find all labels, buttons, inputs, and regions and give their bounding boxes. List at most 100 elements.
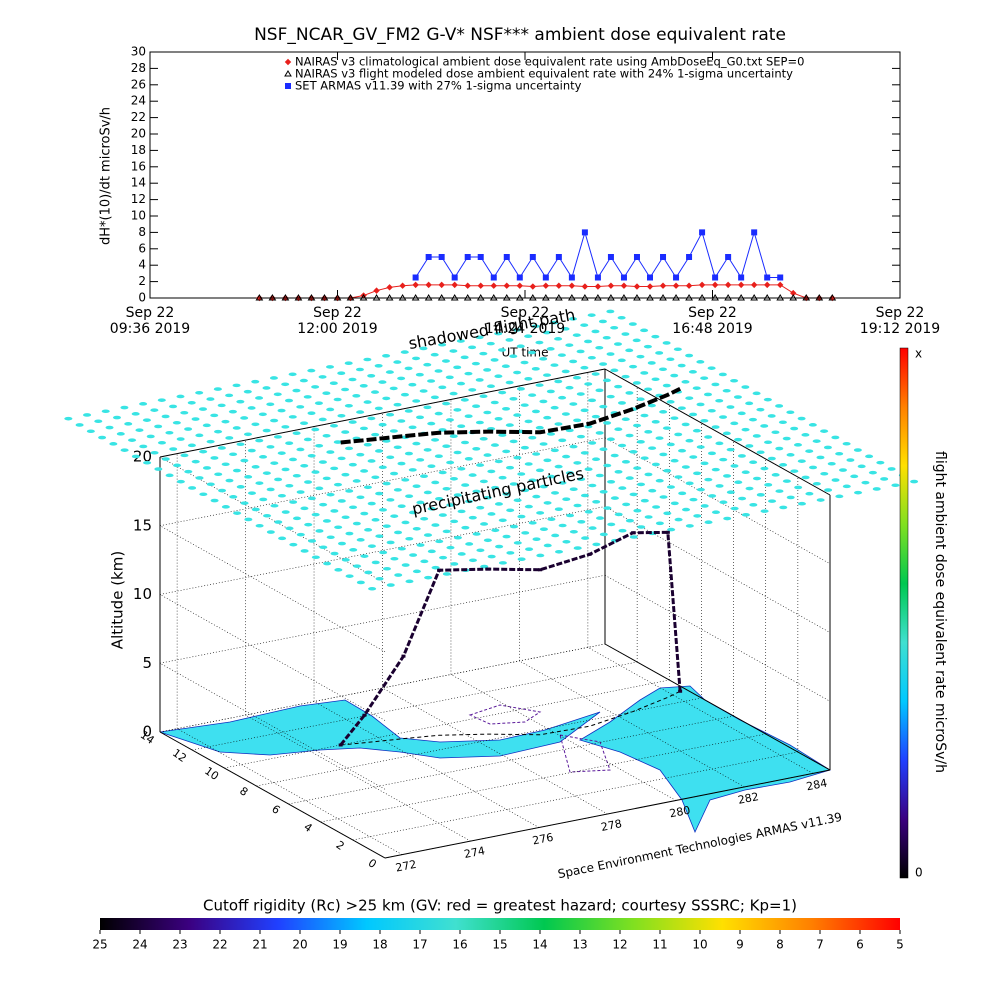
- rigidity-dot: [525, 547, 534, 551]
- rigidity-dot: [730, 506, 739, 511]
- data-point: [763, 294, 772, 301]
- rigidity-dot: [289, 542, 298, 547]
- rigidity-dot: [442, 529, 451, 534]
- rigidity-dot: [738, 496, 747, 501]
- rigidity-dot: [300, 549, 309, 553]
- rigidity-dot: [270, 418, 279, 423]
- rigidity-dot: [382, 396, 391, 401]
- rigidity-dot: [120, 405, 129, 410]
- rigidity-dot: [401, 563, 410, 567]
- rigidity-dot: [206, 482, 215, 487]
- data-point: [672, 294, 680, 301]
- rigidity-dot: [591, 372, 600, 376]
- rigidity-dot: [416, 500, 425, 505]
- rigidity-dot: [502, 449, 511, 454]
- rigidity-dot: [531, 409, 540, 414]
- data-point: [528, 294, 537, 301]
- rigidity-dot: [666, 442, 675, 447]
- rigidity-dot: [240, 501, 249, 505]
- flight-point: [587, 552, 592, 556]
- rigidity-dot: [464, 414, 473, 419]
- rigidity-dot: [296, 447, 305, 452]
- rigidity-dot: [805, 449, 814, 453]
- rigidity-dot: [431, 480, 440, 485]
- rigidity-dot: [457, 509, 466, 514]
- rigidity-dot: [431, 438, 440, 442]
- rigidity-dot: [150, 450, 159, 455]
- rigidity-dot: [715, 398, 724, 403]
- rigidity-dot: [435, 496, 444, 501]
- rigidity-dot: [628, 322, 637, 326]
- grid-line: [159, 506, 606, 595]
- y-tick-label: 24: [131, 94, 146, 108]
- rigidity-dot: [655, 351, 664, 355]
- rigidity-dot: [142, 418, 151, 422]
- rigidity-dot: [379, 550, 388, 555]
- rigidity-dot: [397, 419, 406, 423]
- rigidity-dot: [315, 486, 324, 491]
- data-point: [464, 254, 471, 260]
- rigidity-dot: [480, 522, 489, 526]
- data-point: [554, 294, 563, 301]
- rigidity-dot: [435, 539, 444, 544]
- rigidity-dot: [569, 402, 578, 406]
- rigidity-dot: [565, 343, 574, 347]
- rigidity-dot: [214, 429, 223, 434]
- data-point: [646, 283, 654, 290]
- rigidity-dot: [311, 385, 320, 389]
- rigidity-dot: [516, 387, 525, 391]
- data-point: [581, 229, 588, 236]
- rigidity-dot: [681, 380, 690, 384]
- rigidity-dot: [565, 385, 574, 390]
- colorbar-tick-label: 25: [92, 938, 107, 952]
- rigidity-dot: [423, 448, 432, 452]
- rigidity-dot: [483, 495, 492, 500]
- rigidity-dot: [404, 451, 413, 456]
- rigidity-dot: [599, 490, 608, 494]
- rigidity-dot: [528, 435, 537, 440]
- rigidity-dot: [318, 375, 327, 379]
- flight-point: [538, 568, 543, 572]
- rigidity-dot: [255, 523, 264, 528]
- rigidity-dot: [468, 388, 477, 392]
- legend-label: NAIRAS v3 climatological ambient dose eq…: [295, 55, 804, 69]
- grid-line: [159, 456, 386, 584]
- rigidity-dot: [487, 512, 496, 516]
- colorbar-title: Cutoff rigidity (Rc) >25 km (GV: red = g…: [203, 897, 797, 915]
- x-tick-label: 19:12 2019: [860, 321, 940, 337]
- rigidity-dot: [468, 515, 477, 520]
- rigidity-dot: [603, 421, 612, 425]
- rigidity-dot: [367, 374, 376, 378]
- rigidity-dot: [487, 469, 496, 474]
- rigidity-dot: [494, 331, 503, 336]
- rigidity-dot: [180, 410, 189, 415]
- rigidity-dot: [633, 423, 642, 428]
- rigidity-dot: [386, 412, 395, 417]
- rigidity-dot: [401, 478, 410, 482]
- rigidity-dot: [232, 383, 241, 388]
- rigidity-dot: [689, 412, 698, 417]
- rigidity-dot: [658, 367, 667, 372]
- rigidity-dot: [139, 402, 148, 406]
- data-point: [372, 294, 381, 301]
- rigidity-dot: [251, 422, 260, 427]
- data-point: [607, 294, 615, 301]
- rigidity-dot: [157, 398, 166, 402]
- y-tick-label: 28: [131, 61, 146, 75]
- rigidity-dot: [707, 366, 716, 370]
- rigidity-dot: [427, 549, 436, 554]
- rigidity-dot: [367, 459, 376, 463]
- data-point: [490, 274, 497, 281]
- rigidity-dot: [419, 346, 428, 351]
- rigidity-dot: [539, 484, 548, 489]
- rigidity-dot: [277, 451, 286, 455]
- rigidity-dot: [677, 363, 686, 368]
- rigidity-dot: [300, 463, 309, 468]
- rigidity-dot: [674, 517, 683, 522]
- grid-line: [519, 660, 745, 788]
- rigidity-dot: [464, 456, 473, 461]
- rigidity-dot: [322, 391, 331, 395]
- data-point: [594, 274, 601, 281]
- data-point: [659, 294, 667, 301]
- rigidity-dot: [520, 403, 529, 407]
